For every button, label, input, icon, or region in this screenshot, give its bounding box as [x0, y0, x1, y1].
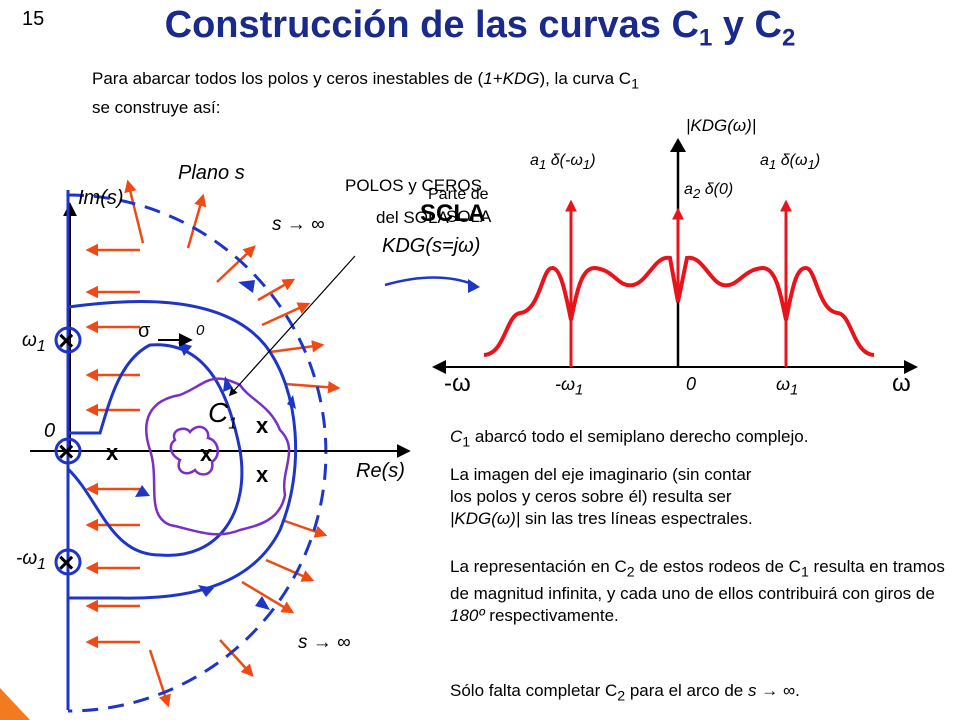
detour-neg-omega1 — [54, 548, 82, 576]
sigma-label: σ — [138, 320, 151, 342]
plane-s-label: Plano s — [178, 162, 245, 184]
im-axis-label: Im(s) — [78, 187, 124, 209]
left-arrows — [85, 243, 140, 649]
paragraph-4: Sólo falta completar C2 para el arco de … — [450, 681, 800, 705]
scla-text: SCLA — [420, 200, 486, 227]
zero-mark-1: x — [256, 413, 269, 438]
s-infinity-top: s → ∞ — [272, 214, 325, 235]
slide-title: Construcción de las curvas C1 y C2 — [164, 4, 796, 52]
c1-label: C1 — [208, 397, 238, 433]
outer-arc — [67, 193, 328, 713]
inner-contour-2 — [169, 425, 220, 476]
corner-decoration — [0, 688, 30, 720]
a2-label: a2 δ(0) — [684, 181, 734, 202]
spectrum-plot — [432, 138, 918, 374]
paragraph-3: La representación en C2 de estos rodeos … — [450, 557, 945, 626]
paragraph-2: La imagen del eje imaginario (sin contar… — [450, 465, 753, 528]
pos-omega-axis-label: ω — [892, 370, 911, 397]
tick-neg-omega1: -ω1 — [555, 374, 584, 399]
zero-mark-2: x — [106, 440, 119, 465]
pole-mark-omega1: × — [58, 325, 74, 356]
contour-3 — [66, 343, 244, 557]
radial-arrows — [124, 179, 341, 708]
pole-mark-neg-omega1: × — [58, 547, 74, 578]
paragraph-1: C1 abarcó todo el semiplano derecho comp… — [450, 427, 809, 451]
mapping-label: KDG(s=jω) — [382, 235, 481, 257]
detour-omega1 — [54, 326, 82, 354]
pole-mark-origin: × — [58, 436, 74, 467]
s-infinity-bottom: s → ∞ — [298, 632, 351, 653]
tick-omega1: ω1 — [776, 374, 799, 399]
polos-y-ceros-text: POLOS y CEROS — [345, 176, 482, 195]
intro-text: Para abarcar todos los polos y ceros ine… — [92, 69, 639, 118]
re-axis-label: Re(s) — [356, 460, 405, 482]
zero-mark-3: x — [200, 441, 213, 466]
origin-label: 0 — [44, 420, 56, 442]
sola-text: SOLA — [446, 207, 492, 226]
zero-mark-4: x — [256, 462, 269, 487]
sigma-target-label: 0 — [196, 322, 205, 339]
slide-number: 15 — [22, 8, 45, 30]
spectrum-y-label: |KDG(ω)| — [686, 116, 757, 135]
neg-omega1-label: -ω1 — [16, 548, 46, 573]
pointer-line — [228, 255, 356, 397]
del-sola-text: del SOLA — [376, 208, 449, 227]
inner-contour-1 — [145, 377, 291, 536]
a1-neg-label: a1 δ(-ω1) — [530, 152, 596, 173]
mapping-arrow — [384, 276, 476, 287]
omega1-label: ω1 — [22, 330, 46, 355]
neg-omega-axis-label: -ω — [444, 370, 471, 397]
tick-zero: 0 — [686, 374, 697, 394]
s-plane-diagram: × × × — [30, 179, 480, 713]
parte-de-text: Parte de — [428, 186, 489, 203]
contour-2 — [66, 300, 298, 600]
a1-pos-label: a1 δ(ω1) — [760, 152, 821, 173]
